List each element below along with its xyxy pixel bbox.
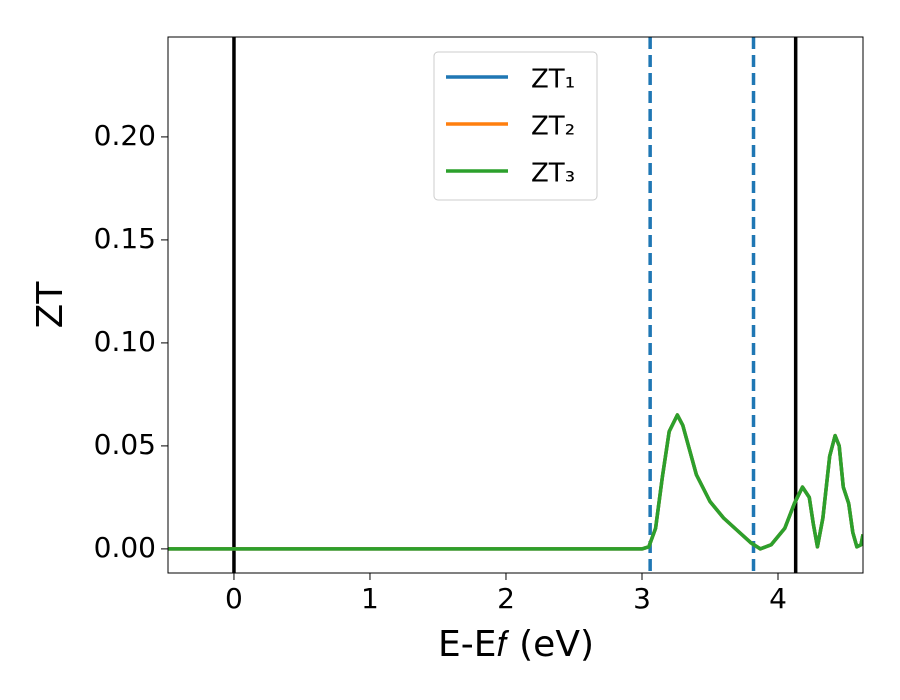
data-line: [168, 413, 863, 551]
legend-label: ZT₃: [531, 159, 575, 189]
plot-area: [168, 37, 863, 573]
y-axis-label: ZT: [30, 281, 71, 329]
x-tick-label: 2: [497, 582, 515, 615]
x-tick-label: 4: [769, 582, 787, 615]
y-tick-label: 0.05: [94, 428, 156, 461]
legend-box: [433, 51, 598, 201]
legend-label: ZT₂: [531, 112, 575, 142]
legend-label: ZT₁: [531, 65, 575, 95]
y-tick-label: 0.10: [94, 325, 156, 358]
x-tick-label: 1: [361, 582, 379, 615]
y-tick-label: 0.20: [94, 119, 156, 152]
legend: ZT₁ ZT₂ ZT₃: [433, 51, 598, 201]
x-tick-label: 3: [633, 582, 651, 615]
y-tick-label: 0.00: [94, 531, 156, 564]
plot-frame: [167, 36, 864, 574]
y-tick-label: 0.15: [94, 222, 156, 255]
x-axis-label: E-E𝑓 (eV): [438, 624, 594, 665]
x-tick-label: 0: [225, 582, 243, 615]
